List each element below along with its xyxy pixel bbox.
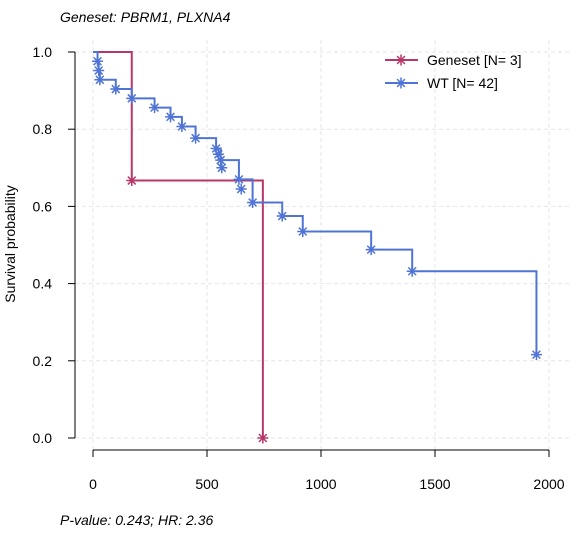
footer-stats: P-value: 0.243; HR: 2.36 [60,512,214,528]
censor-mark-geneset [126,175,138,187]
censor-mark-wt [215,154,227,166]
y-tick-label: 0.4 [33,276,53,292]
censor-mark-wt [176,121,188,132]
censor-mark-wt [212,148,224,160]
legend-label: Geneset [N= 3] [427,52,522,68]
censor-mark-geneset [257,432,269,444]
legend-marker [395,77,407,89]
chart-title: Geneset: PBRM1, PLXNA4 [60,9,231,25]
censor-mark-wt [93,65,105,77]
y-tick-label: 0.6 [33,198,53,214]
censor-mark-wt [297,225,309,237]
y-tick-label: 1.0 [33,44,53,60]
censor-mark-wt [235,183,247,195]
x-tick-label: 2000 [533,476,564,492]
censor-mark-wt [165,111,177,123]
axes: 0 500 1000 1500 2000 0.0 0.2 0.4 0.6 0.8 1.0 [33,44,565,492]
y-tick-label: 0.2 [33,353,53,369]
y-tick-label: 0.8 [33,121,53,137]
series [92,51,542,444]
survival-curve-wt [93,51,538,355]
censor-mark-wt [530,349,542,361]
censor-mark-wt [276,210,288,222]
censor-mark-wt [149,102,161,114]
censor-mark-wt [216,162,228,174]
censor-mark-wt [365,244,377,256]
censor-mark-wt [247,197,259,209]
y-tick-label: 0.0 [33,430,53,446]
censor-mark-wt [126,92,138,104]
x-tick-label: 0 [89,476,97,492]
x-tick-label: 500 [195,476,219,492]
legend-label: WT [N= 42] [427,75,498,91]
censor-mark-wt [110,83,122,95]
censor-mark-wt [94,74,106,86]
x-tick-label: 1500 [419,476,450,492]
censor-mark-wt [210,143,222,154]
censor-mark-wt [233,173,245,185]
y-axis-title: Survival probability [2,185,18,303]
censor-mark-wt [92,55,104,67]
x-tick-label: 1000 [305,476,336,492]
censor-mark-wt [406,265,418,277]
survival-curve-geneset [93,51,264,438]
legend: Geneset [N= 3] WT [N= 42] [385,52,522,91]
censor-mark-wt [190,132,202,144]
grid [75,40,570,450]
legend-marker [395,54,407,66]
